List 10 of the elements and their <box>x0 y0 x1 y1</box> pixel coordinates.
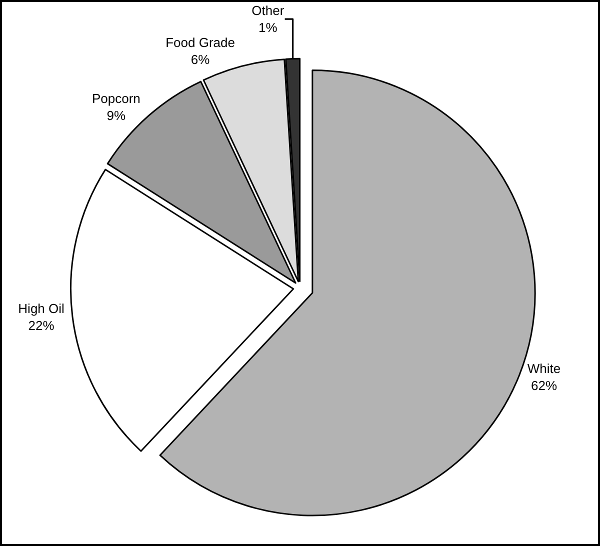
data-label: 9% <box>106 108 126 123</box>
data-label: 6% <box>190 52 210 67</box>
slice-label: Other <box>252 3 285 18</box>
data-label: 1% <box>258 20 278 35</box>
data-label: 62% <box>531 378 558 393</box>
slice-label: White <box>527 361 561 376</box>
slice-label: Food Grade <box>166 34 235 50</box>
slice-label: Popcorn <box>92 91 140 106</box>
data-label: 22% <box>28 318 55 333</box>
slice-label: High Oil <box>18 301 65 316</box>
